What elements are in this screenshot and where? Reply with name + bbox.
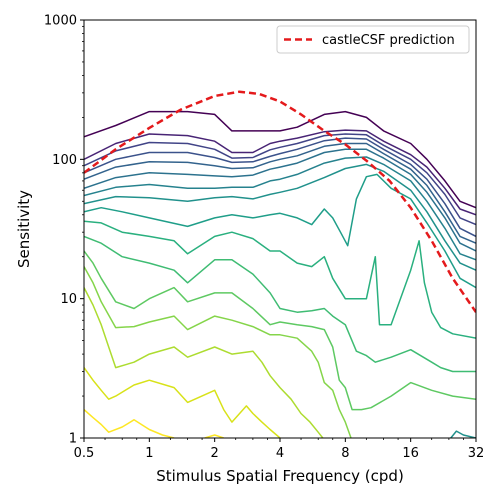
y-tick-label: 1000 <box>44 14 77 29</box>
contour-line-2 <box>84 129 476 216</box>
x-tick-label: 8 <box>341 446 349 461</box>
contour-line-3 <box>84 133 476 226</box>
contour-line-15 <box>84 367 281 438</box>
y-tick-label: 10 <box>60 292 77 307</box>
y-tick-label: 1 <box>69 432 77 447</box>
y-axis-ticks: 1 10 100 1000 <box>44 14 84 447</box>
contour-line-13 <box>84 266 352 438</box>
contour-lines <box>84 110 476 438</box>
contour-line-6 <box>84 148 476 252</box>
x-tick-label: 0.5 <box>74 446 95 461</box>
prediction-line-layer <box>84 90 476 313</box>
x-tick-label: 16 <box>402 446 419 461</box>
legend-box <box>276 25 470 54</box>
series-line-castlecsf-prediction <box>84 90 476 313</box>
legend: castleCSF prediction <box>276 25 470 54</box>
contour-line-4 <box>84 137 476 238</box>
x-axis-label: Stimulus Spatial Frequency (cpd) <box>156 467 404 485</box>
contour-line-14 <box>84 287 324 438</box>
contour-line-9 <box>84 173 476 289</box>
contour-line-18 <box>450 430 476 438</box>
y-tick-label: 100 <box>52 153 77 168</box>
x-axis-ticks: 0.5 1 2 4 8 16 32 <box>74 438 485 461</box>
contour-line-8 <box>84 163 476 271</box>
legend-label-castlecsf: castleCSF prediction <box>322 33 455 48</box>
x-tick-label: 32 <box>468 446 485 461</box>
contour-line-1 <box>84 110 476 209</box>
contour-line-7 <box>84 156 476 261</box>
x-tick-label: 1 <box>145 446 153 461</box>
contour-line-11 <box>84 235 476 373</box>
contour-line-5 <box>84 142 476 244</box>
contour-line-12 <box>84 250 476 411</box>
x-tick-label: 2 <box>211 446 219 461</box>
x-tick-label: 4 <box>276 446 284 461</box>
contour-line-16 <box>84 409 175 438</box>
contour-line-10 <box>84 220 476 339</box>
y-axis-label: Sensitivity <box>15 190 33 268</box>
contour-line-17 <box>204 434 224 438</box>
